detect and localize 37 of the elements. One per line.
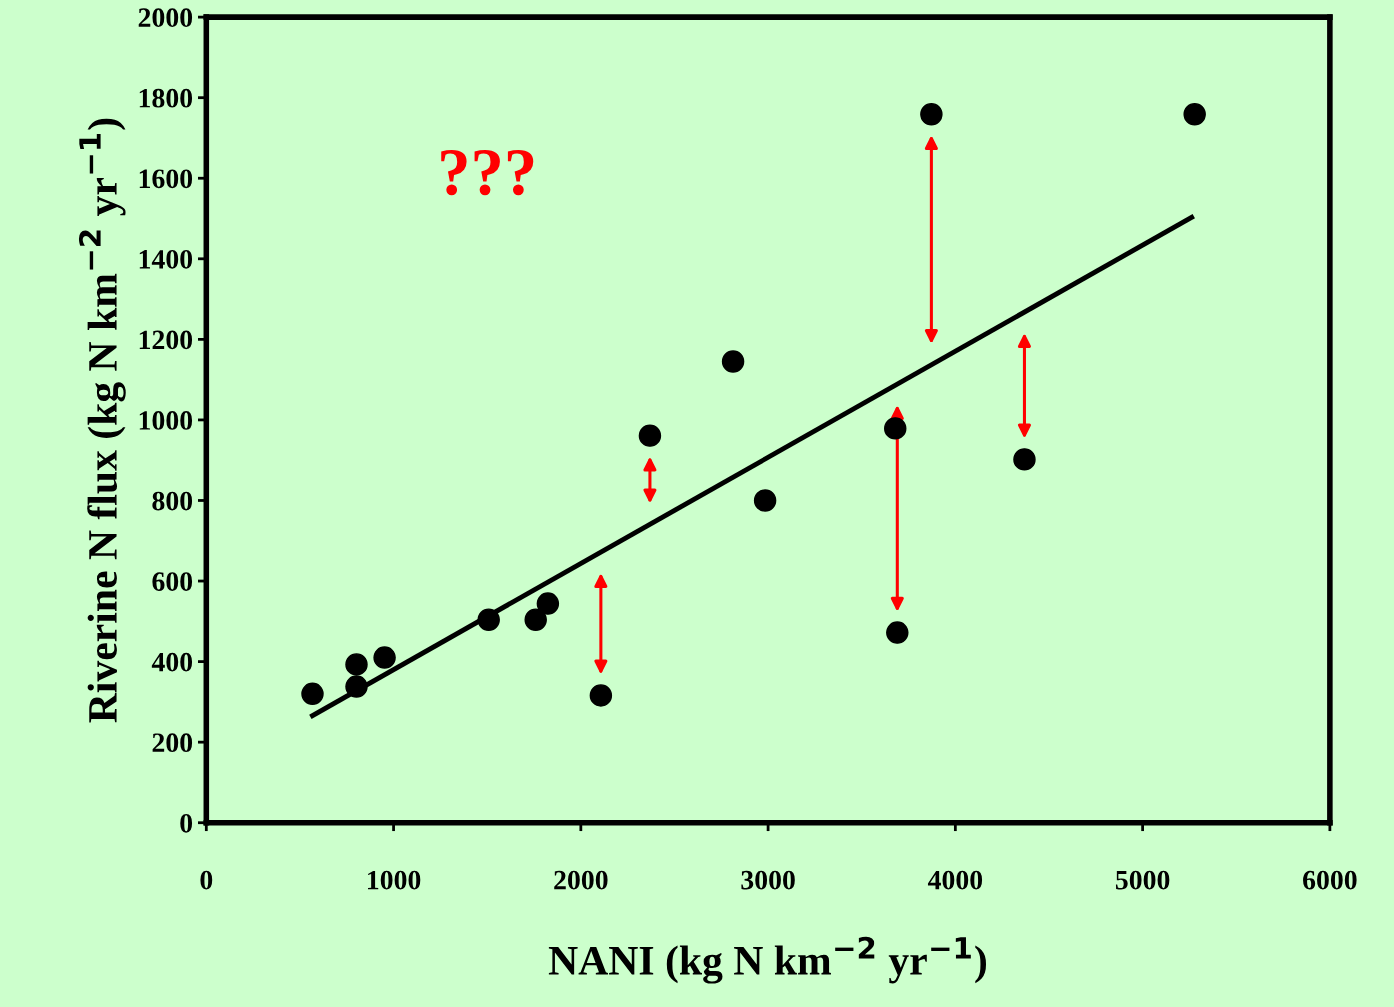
x-tick-label: 4000	[927, 870, 983, 890]
y-tick-label: 1000	[139, 411, 193, 430]
point	[477, 608, 500, 631]
point	[524, 608, 547, 631]
y-tick-label: 600	[152, 572, 193, 591]
point	[301, 682, 324, 706]
x-tick-label: 1000	[368, 870, 421, 890]
y-tick-label: 1400	[139, 249, 193, 269]
y-tick-label: 1200	[139, 330, 193, 350]
point	[589, 684, 613, 707]
y-tick-label: 800	[152, 491, 193, 511]
point	[721, 350, 745, 373]
point	[1183, 102, 1206, 126]
x-axis-title: NANI (kg N km$^{−2}$ yr$^{−1}$)	[548, 936, 987, 984]
point	[920, 102, 943, 126]
y-tick-label: 0	[180, 813, 193, 833]
x-tick-label: 5000	[1115, 870, 1170, 890]
x-tick-label: 0	[200, 870, 213, 890]
point	[884, 417, 907, 440]
y-tick-label: 1800	[139, 88, 193, 108]
y-tick-label: 2000	[138, 8, 193, 28]
point	[373, 646, 396, 669]
y-axis-title: Riverine N flux (kg N km$^{−2}$ yr$^{−1}$)	[78, 118, 126, 723]
point	[638, 424, 662, 447]
point	[753, 489, 777, 512]
x-tick-label: 3000	[741, 870, 795, 890]
y-tick-label: 1600	[139, 169, 193, 189]
x-tick-label: 2000	[554, 870, 608, 890]
point	[536, 592, 560, 615]
x-tick-label: 6000	[1303, 870, 1357, 890]
point	[345, 653, 368, 676]
point	[886, 621, 909, 644]
y-tick-label: 200	[152, 733, 193, 753]
annotation: ???	[441, 150, 534, 196]
y-tick-label: 400	[151, 652, 193, 672]
point	[1013, 448, 1036, 471]
point	[345, 675, 368, 698]
